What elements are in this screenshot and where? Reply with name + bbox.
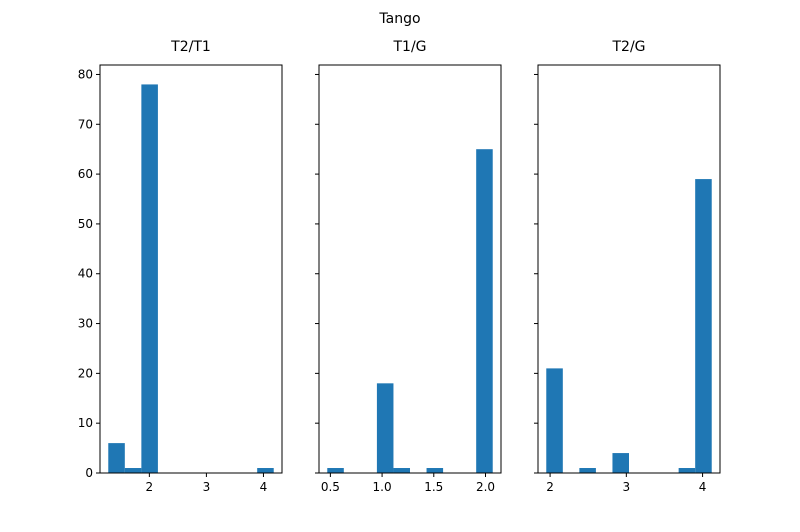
subplot-title: T2/G	[611, 39, 645, 55]
figure-title: Tango	[378, 11, 420, 27]
x-tick-label: 1.0	[373, 480, 392, 494]
histogram-bar	[426, 468, 444, 473]
y-tick-label: 10	[78, 416, 93, 430]
histogram-bar	[678, 468, 696, 473]
histogram-bar	[546, 368, 563, 473]
axes-frame	[537, 64, 721, 474]
y-tick-label: 20	[78, 366, 93, 380]
y-tick-label: 70	[78, 117, 93, 131]
histogram-bar	[393, 468, 410, 473]
histogram-bar	[695, 179, 712, 474]
histogram-bar	[108, 443, 125, 473]
histogram-bar	[124, 468, 142, 473]
y-tick-label: 50	[78, 217, 93, 231]
y-tick-label: 0	[85, 466, 93, 480]
histogram-bar	[476, 149, 493, 473]
histogram-bar	[376, 383, 394, 473]
histogram-bar	[257, 468, 274, 473]
x-tick-label: 2	[546, 480, 554, 494]
x-tick-label: 3	[203, 480, 211, 494]
x-tick-label: 2	[146, 480, 154, 494]
y-tick-label: 30	[78, 317, 93, 331]
x-tick-label: 2.0	[476, 480, 495, 494]
y-tick-label: 40	[78, 267, 93, 281]
x-tick-label: 4	[699, 480, 707, 494]
histogram-bar	[141, 84, 158, 473]
y-tick-label: 60	[78, 167, 93, 181]
x-tick-label: 1.5	[424, 480, 443, 494]
subplot-title: T1/G	[392, 39, 426, 55]
subplot-title: T2/T1	[170, 39, 211, 55]
axes-frame	[99, 64, 283, 474]
x-tick-label: 0.5	[321, 480, 340, 494]
axes-frame	[318, 64, 502, 474]
x-tick-label: 4	[260, 480, 268, 494]
histogram-bar	[612, 453, 629, 473]
histogram-bar	[327, 468, 344, 473]
histogram-bar	[579, 468, 596, 473]
x-tick-label: 3	[623, 480, 631, 494]
y-tick-label: 80	[78, 67, 93, 81]
